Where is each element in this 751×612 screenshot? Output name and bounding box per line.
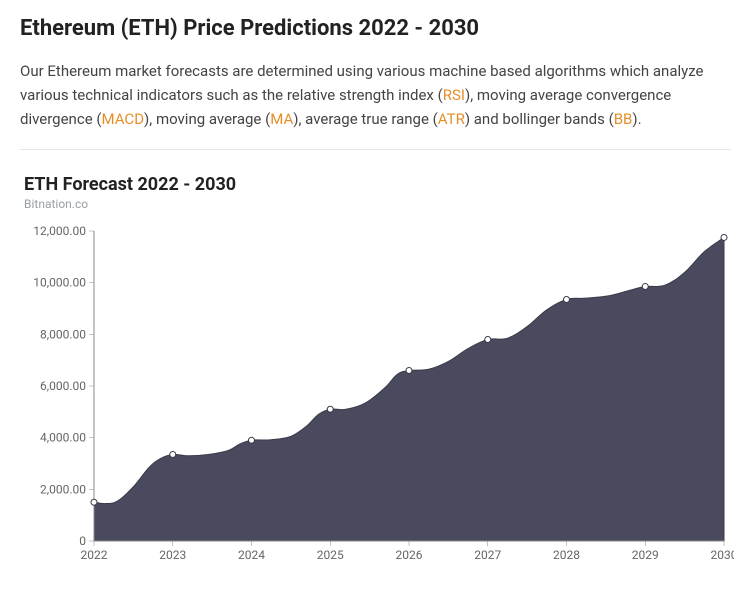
data-marker [485, 337, 491, 343]
y-tick-label: 6,000.00 [40, 379, 86, 393]
data-marker [721, 234, 727, 240]
x-tick-label: 2026 [396, 548, 423, 562]
data-marker [406, 368, 412, 374]
indicator-macd: MACD [102, 110, 145, 128]
y-tick-label: 10,000.00 [33, 276, 86, 290]
y-tick-label: 4,000.00 [40, 431, 86, 445]
data-marker [170, 451, 176, 457]
y-tick-label: 2,000.00 [40, 482, 86, 496]
x-tick-label: 2028 [553, 548, 580, 562]
forecast-area-chart: 0 2,000.00 4,000.00 6,000.00 8,000.00 10,000.… [24, 221, 734, 581]
x-tick-label: 2029 [632, 548, 659, 562]
x-tick-label: 2030 [711, 548, 734, 562]
data-marker [564, 296, 570, 302]
indicator-ma: MA [270, 110, 293, 128]
page-title: Ethereum (ETH) Price Predictions 2022 - … [20, 16, 731, 41]
x-tick-label: 2023 [159, 548, 186, 562]
desc-text-2: ), moving average ( [144, 110, 270, 128]
forecast-description: Our Ethereum market forecasts are determ… [20, 59, 731, 131]
data-marker [91, 499, 97, 505]
indicator-rsi: RSI [443, 86, 465, 104]
indicator-atr: ATR [438, 110, 465, 128]
x-tick-label: 2022 [81, 548, 108, 562]
chart-subtitle: Bitnation.co [24, 197, 727, 211]
x-tick-label: 2025 [317, 548, 344, 562]
x-tick-label: 2027 [474, 548, 501, 562]
desc-text-5: ). [632, 110, 641, 128]
x-tick-label: 2024 [238, 548, 265, 562]
chart-title: ETH Forecast 2022 - 2030 [24, 174, 727, 195]
y-tick-label: 8,000.00 [40, 327, 86, 341]
data-marker [249, 437, 255, 443]
section-divider [20, 149, 731, 150]
data-marker [642, 284, 648, 290]
desc-text-4: ) and bollinger bands ( [465, 110, 614, 128]
data-marker [327, 406, 333, 412]
y-tick-label: 12,000.00 [33, 224, 86, 238]
area-fill [94, 237, 724, 541]
chart-container: ETH Forecast 2022 - 2030 Bitnation.co 02… [20, 174, 731, 581]
desc-text-3: ), average true range ( [293, 110, 438, 128]
y-tick-label: 0 [79, 534, 86, 548]
indicator-bb: BB [614, 110, 633, 128]
